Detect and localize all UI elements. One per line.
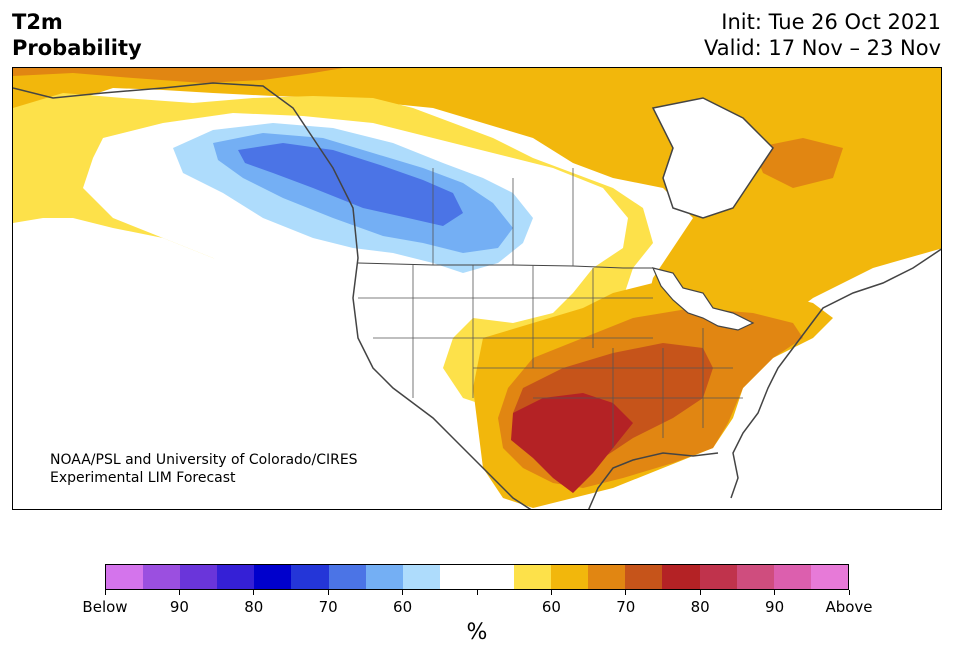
colorbar-cell <box>254 565 292 589</box>
colorbar-cell <box>551 565 589 589</box>
forecast-map: NOAA/PSL and University of Colorado/CIRE… <box>12 67 942 510</box>
colorbar-cell <box>588 565 626 589</box>
colorbar-cell <box>439 565 477 589</box>
colorbar-cell <box>402 565 440 589</box>
colorbar-cell <box>699 565 737 589</box>
colorbar-cell <box>476 565 515 589</box>
colorbar-tick-label: 90 <box>169 598 189 616</box>
credit-line-1: NOAA/PSL and University of Colorado/CIRE… <box>50 452 358 468</box>
great-lakes <box>651 267 755 331</box>
colorbar-tick-label: 60 <box>541 598 561 616</box>
colorbar-cell <box>514 565 552 589</box>
warm-100-core <box>511 393 633 493</box>
colorbar-cell <box>143 565 181 589</box>
state-borders <box>358 168 743 448</box>
colorbar-cell <box>736 565 774 589</box>
map-title: T2m Probability <box>12 9 142 61</box>
colorbar-tick <box>699 590 701 595</box>
colorbar-tick <box>476 590 478 595</box>
colorbar-cell <box>106 565 144 589</box>
map-canvas <box>13 68 941 509</box>
colorbar-cell <box>810 565 848 589</box>
colorbar-unit: % <box>466 620 488 645</box>
colorbar-tick <box>402 590 404 595</box>
hudson-bay <box>651 97 774 219</box>
cold-80-zone <box>238 143 463 226</box>
colorbar-cell <box>328 565 366 589</box>
colorbar-tick-label: Above <box>825 598 873 616</box>
title-line-1: T2m <box>12 10 63 34</box>
colorbar-tick <box>848 590 850 595</box>
credit-line-2: Experimental LIM Forecast <box>50 470 236 486</box>
probability-colorbar <box>105 564 849 590</box>
colorbar-tick-label: Below <box>82 598 128 616</box>
colorbar-cell <box>625 565 663 589</box>
colorbar-cell <box>180 565 218 589</box>
colorbar-tick <box>104 590 106 595</box>
colorbar-cell <box>662 565 700 589</box>
credit-text: NOAA/PSL and University of Colorado/CIRE… <box>50 451 358 487</box>
valid-range: Valid: 17 Nov – 23 Nov <box>704 36 941 60</box>
colorbar-cell <box>773 565 811 589</box>
warm-80-north <box>13 68 343 83</box>
colorbar-tick <box>625 590 627 595</box>
forecast-dates: Init: Tue 26 Oct 2021 Valid: 17 Nov – 23… <box>704 9 941 61</box>
colorbar-tick <box>178 590 180 595</box>
colorbar-tick <box>550 590 552 595</box>
coastline <box>13 82 941 509</box>
colorbar-cell <box>217 565 255 589</box>
colorbar-tick-label: 60 <box>393 598 413 616</box>
warm-80-hudson <box>753 138 843 188</box>
colorbar-tick-label: 90 <box>765 598 785 616</box>
colorbar-tick <box>774 590 776 595</box>
init-date: Init: Tue 26 Oct 2021 <box>721 10 941 34</box>
colorbar-cell <box>291 565 329 589</box>
colorbar-tick <box>327 590 329 595</box>
colorbar-tick-label: 80 <box>690 598 710 616</box>
us-canada-border <box>357 262 653 269</box>
colorbar-tick-label: 70 <box>318 598 338 616</box>
colorbar-cell <box>365 565 403 589</box>
colorbar-tick-label: 80 <box>244 598 264 616</box>
colorbar-tick <box>253 590 255 595</box>
colorbar-tick-label: 70 <box>616 598 636 616</box>
title-line-2: Probability <box>12 36 142 60</box>
